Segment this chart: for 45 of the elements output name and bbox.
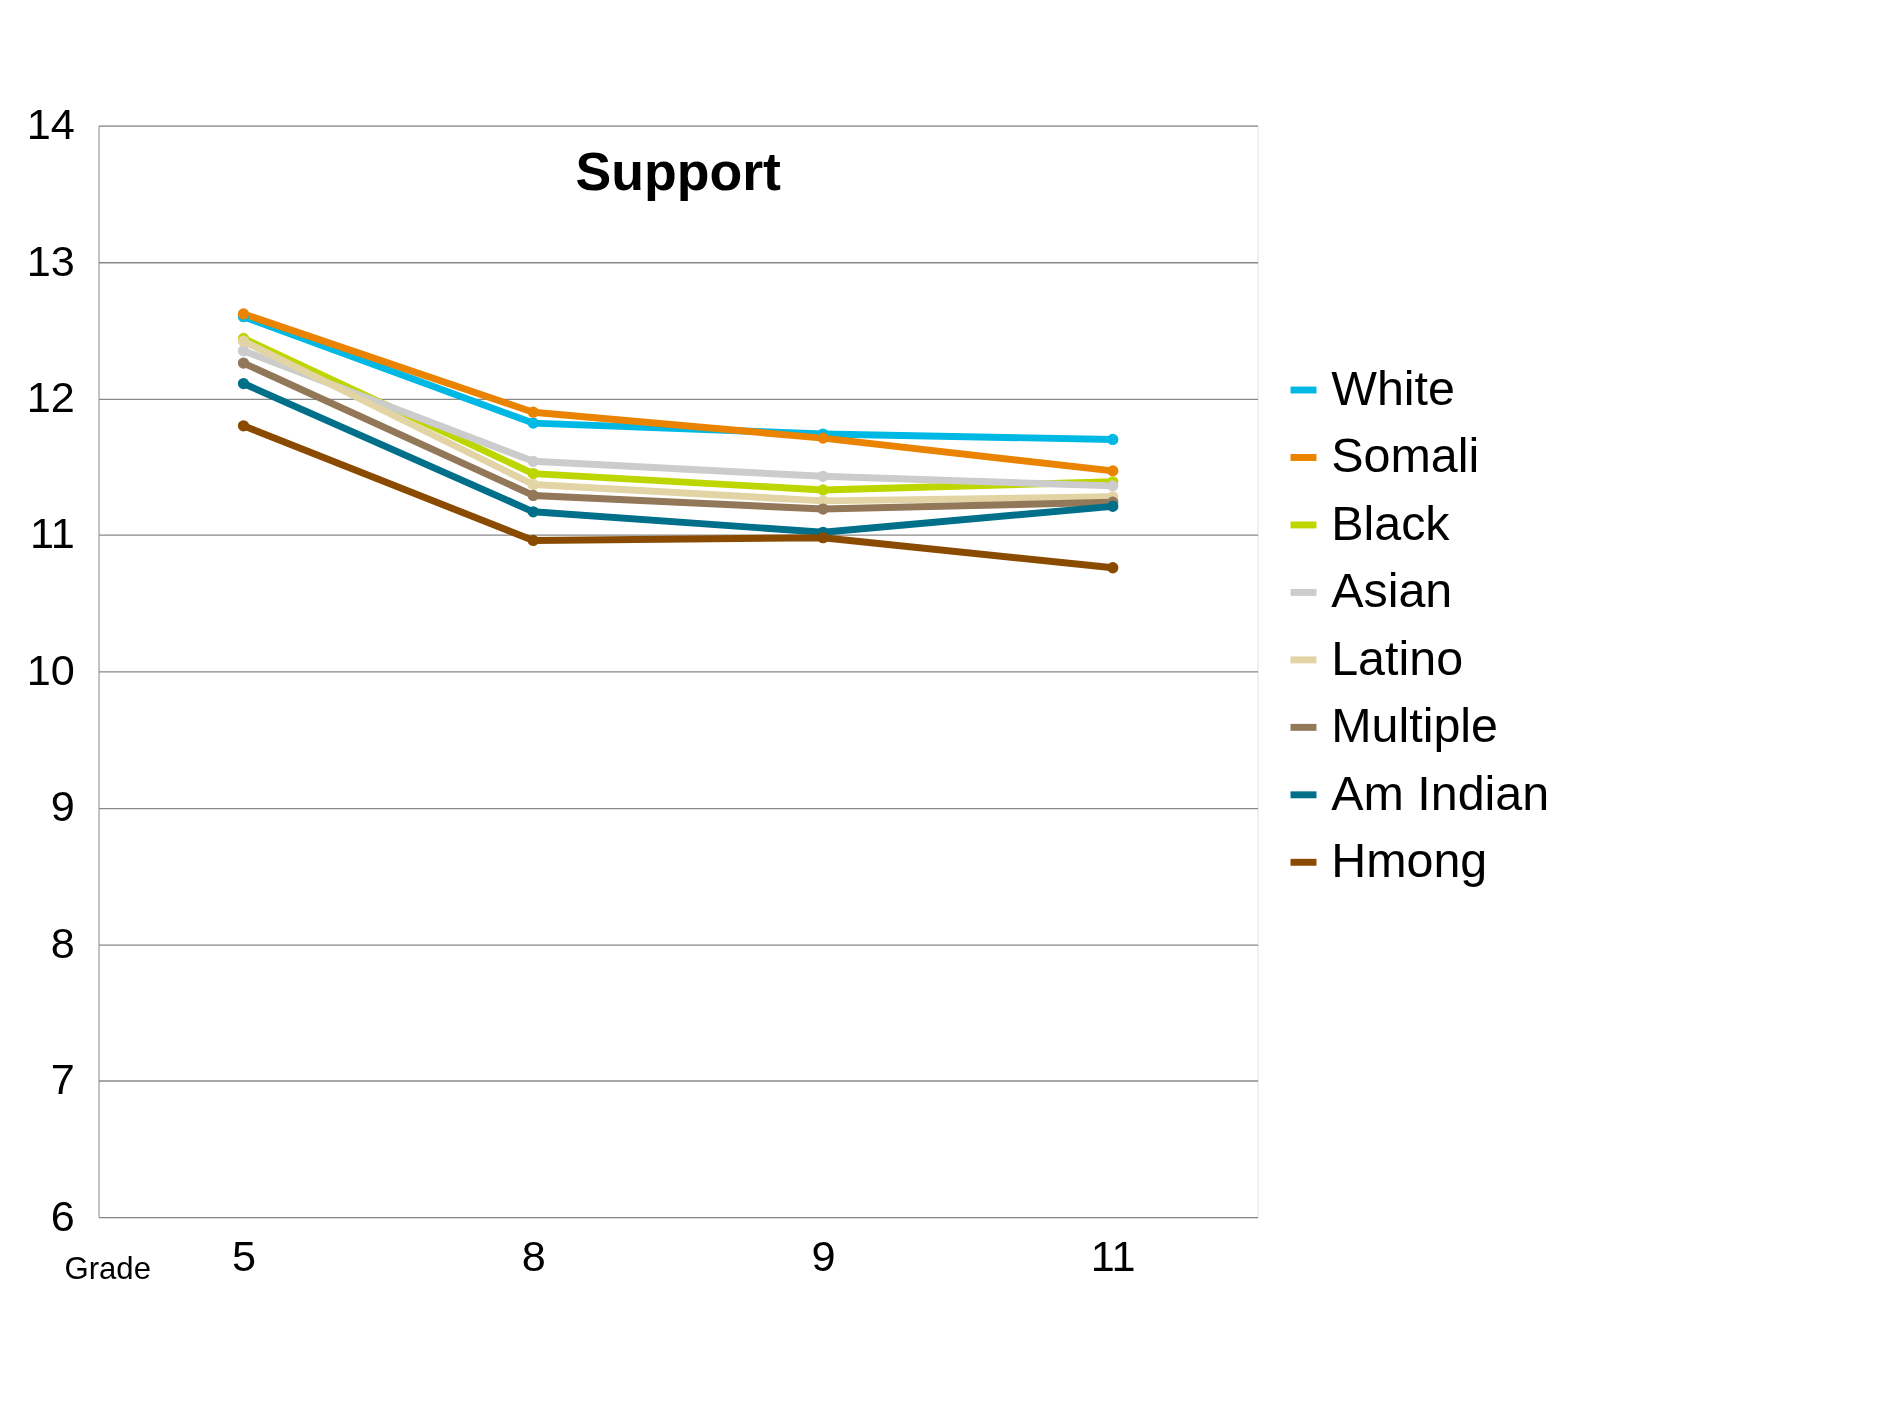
point [1107, 480, 1119, 492]
point [527, 417, 539, 429]
point [527, 478, 539, 491]
legend-label: Asian [1331, 563, 1453, 618]
point [527, 467, 539, 480]
point [817, 470, 829, 482]
chart-title: Support [575, 140, 781, 201]
point [1107, 465, 1119, 477]
y-tick-label: 7 [50, 1055, 75, 1104]
y-tick-label: 12 [26, 372, 75, 421]
x-axis-title: Grade [64, 1251, 151, 1287]
legend-label: Black [1331, 495, 1451, 550]
y-tick-label: 9 [50, 782, 75, 831]
point [237, 345, 250, 357]
legend-label: White [1331, 360, 1455, 415]
legend-label: Somali [1331, 428, 1480, 483]
y-tick-label: 14 [26, 100, 75, 149]
point [817, 532, 829, 544]
point [1107, 433, 1119, 446]
x-tick-label: 5 [231, 1232, 256, 1281]
legend-label: Am Indian [1331, 765, 1550, 820]
point [817, 432, 829, 444]
y-tick-label: 10 [26, 645, 75, 694]
x-tick-label: 9 [811, 1232, 836, 1281]
legend-label: Hmong [1331, 832, 1488, 887]
point [527, 489, 539, 502]
point [237, 357, 250, 369]
point [817, 484, 829, 496]
point [1107, 500, 1119, 512]
point [527, 406, 539, 418]
point [527, 534, 539, 547]
y-tick-label: 11 [29, 509, 75, 558]
point [817, 503, 829, 515]
legend-label: Latino [1331, 630, 1464, 685]
point [237, 420, 250, 432]
point [527, 506, 539, 518]
point [237, 377, 250, 390]
x-tick-label: 11 [1090, 1232, 1136, 1281]
point [1107, 562, 1119, 574]
legend-label: Multiple [1331, 698, 1499, 753]
y-tick-label: 13 [26, 236, 75, 285]
point [527, 455, 539, 467]
x-tick-label: 8 [521, 1232, 546, 1281]
y-tick-label: 6 [50, 1191, 75, 1240]
y-tick-label: 8 [50, 918, 75, 967]
